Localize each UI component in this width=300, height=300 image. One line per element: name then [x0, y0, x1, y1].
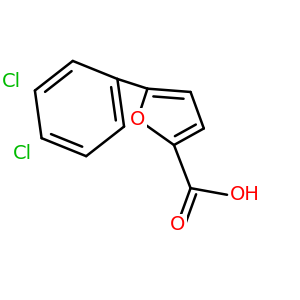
Text: Cl: Cl: [12, 144, 32, 163]
Text: OH: OH: [230, 185, 260, 204]
Text: O: O: [130, 110, 145, 129]
Text: O: O: [169, 215, 185, 234]
Text: Cl: Cl: [2, 72, 21, 91]
